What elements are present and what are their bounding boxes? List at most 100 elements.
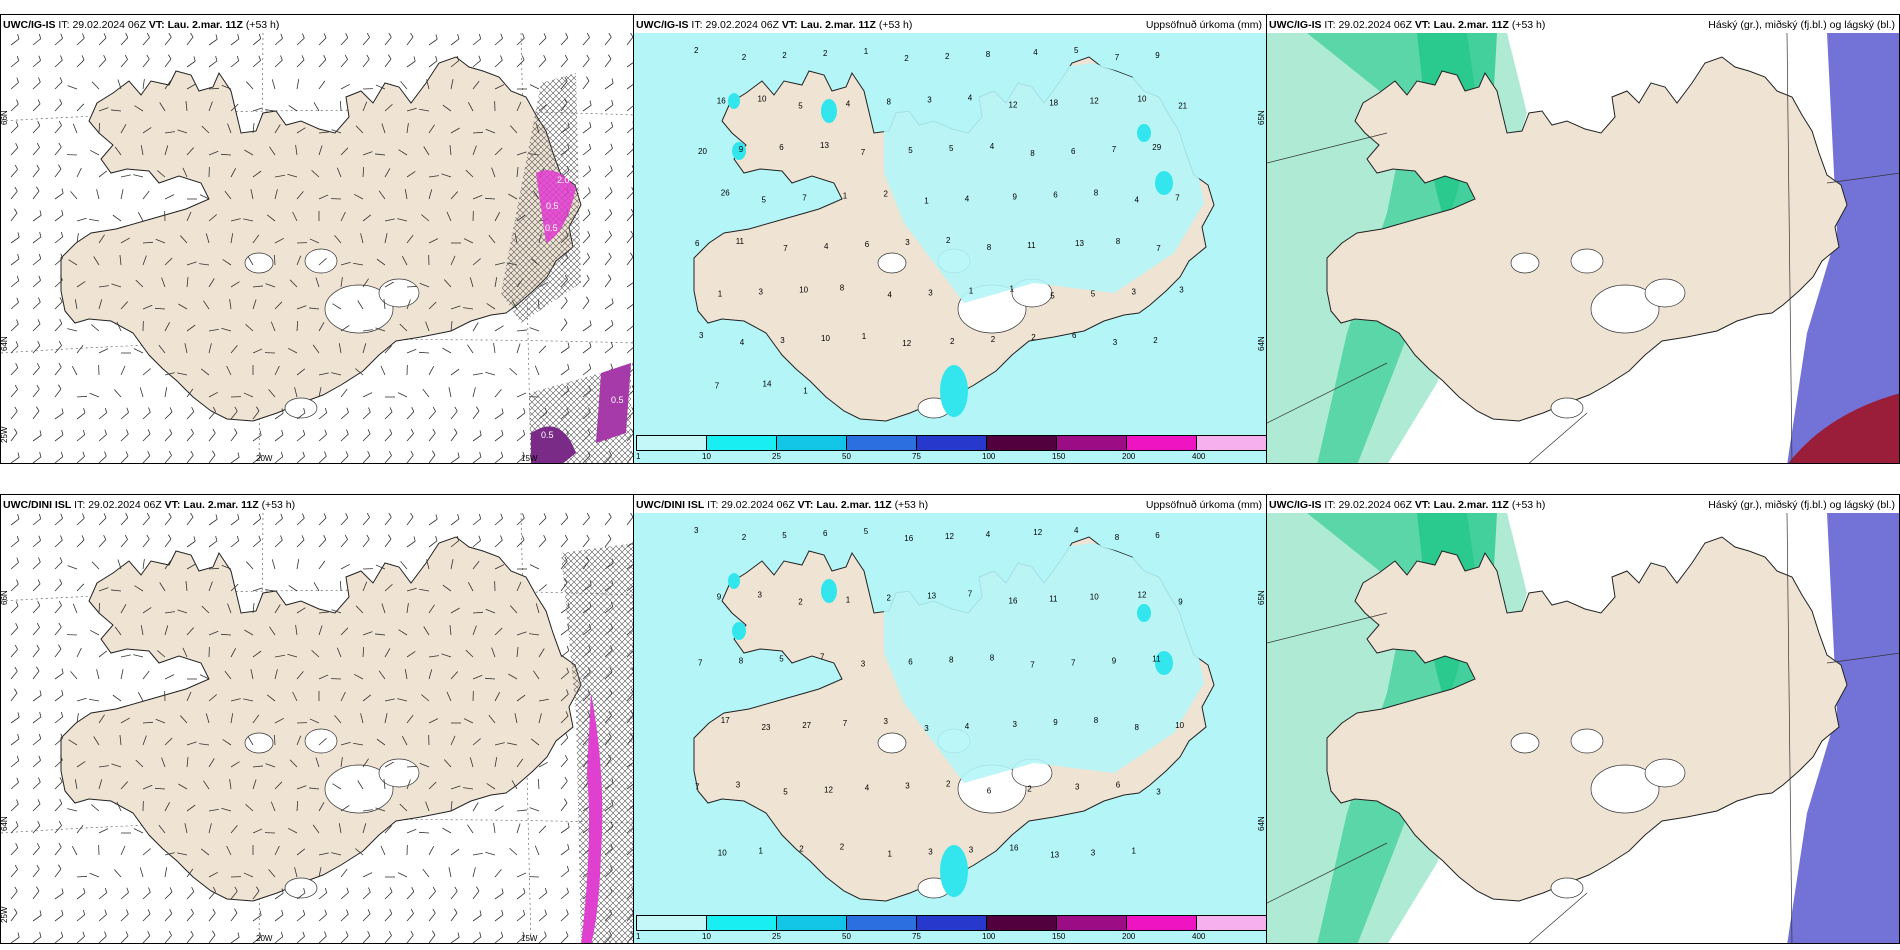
wind-barb <box>76 412 86 420</box>
wind-barb <box>355 125 364 134</box>
wind-barb <box>32 214 42 222</box>
wind-barb <box>93 736 100 746</box>
precip-value: 10 <box>758 95 767 104</box>
wind-barb <box>120 37 129 46</box>
wind-barb-feather <box>544 887 548 893</box>
wind-barb <box>32 38 42 46</box>
wind-barb <box>472 674 483 680</box>
wind-barb <box>98 455 107 463</box>
wind-barb <box>54 323 63 332</box>
wind-barb <box>384 935 392 943</box>
precip-value: 11 <box>1049 594 1058 603</box>
precip-value: 5 <box>949 144 954 153</box>
wind-barb-feather <box>388 930 392 936</box>
field-value: 0.5 <box>545 223 558 233</box>
wind-barb <box>177 609 188 614</box>
wind-barb <box>119 255 122 266</box>
precip-value: 12 <box>902 339 911 348</box>
wind-barb <box>529 327 540 332</box>
wind-barb-feather <box>345 513 349 518</box>
wind-barb-feather <box>367 451 371 456</box>
precip-value: 13 <box>820 141 829 150</box>
wind-barb <box>626 191 633 200</box>
wind-barb <box>119 735 122 746</box>
wind-barb-feather <box>522 513 525 519</box>
wind-barb <box>626 62 633 68</box>
panel-cloud-bottom: UWC/IG-IS IT: 29.02.2024 06Z VT: Lau. 2.… <box>1266 494 1900 944</box>
wind-barb <box>91 804 100 812</box>
wind-barb <box>164 58 172 68</box>
colorbar-tick: 150 <box>1052 932 1066 941</box>
wind-barb-feather <box>146 534 150 540</box>
wind-barb-feather <box>58 600 62 606</box>
wind-barb <box>384 648 391 658</box>
wind-barb <box>318 914 327 922</box>
wind-barb <box>428 718 439 724</box>
wind-barb-feather <box>147 451 151 456</box>
wind-barb <box>340 83 351 90</box>
wind-barb <box>582 257 590 266</box>
wind-barb <box>375 84 386 90</box>
wind-barb <box>67 328 78 332</box>
wind-barb-feather <box>103 33 107 39</box>
wind-barb <box>472 194 483 200</box>
wind-barb <box>494 456 504 463</box>
wind-barb <box>186 757 189 768</box>
wind-barb <box>274 654 285 658</box>
wind-barb-feather <box>522 909 526 915</box>
wind-barb <box>230 647 237 658</box>
field-value: 0.5 <box>611 395 624 405</box>
precip-value: 4 <box>1074 526 1079 535</box>
wind-barb <box>444 759 452 768</box>
wind-barb-feather <box>630 428 633 434</box>
wind-barb <box>428 38 438 46</box>
wind-barb <box>340 412 349 420</box>
wind-barb-feather <box>610 121 614 127</box>
wind-barb-feather <box>37 99 41 105</box>
wind-barb <box>485 608 496 614</box>
precip-value: 16 <box>717 97 726 106</box>
wind-barb <box>111 589 122 592</box>
wind-barb <box>221 564 232 570</box>
wind-barb-feather <box>589 342 592 348</box>
precip-value: 26 <box>721 189 730 198</box>
wind-barb <box>340 211 346 222</box>
wind-barb-feather <box>61 668 64 674</box>
wind-barb-feather <box>346 909 349 915</box>
wind-barb <box>450 368 460 376</box>
wind-barb <box>142 411 151 420</box>
wind-barb-feather <box>15 843 19 848</box>
wind-barb <box>98 828 109 834</box>
wind-barb <box>362 891 371 900</box>
wind-barb-feather <box>58 820 62 826</box>
wind-barb <box>76 875 88 878</box>
wind-barb <box>76 281 86 288</box>
wind-barb <box>252 779 257 790</box>
wind-barb <box>220 153 232 156</box>
wind-barb <box>245 324 254 332</box>
wind-barb <box>137 691 144 702</box>
wind-barb <box>71 365 78 376</box>
wind-barb <box>230 713 234 724</box>
wind-barb-feather <box>435 514 438 520</box>
wind-barb <box>32 81 41 90</box>
colorbar-tick: 10 <box>702 932 711 941</box>
wind-barb-feather <box>566 645 570 651</box>
wind-barb-feather <box>367 909 371 915</box>
wind-barb <box>313 102 320 112</box>
wind-barb <box>208 581 213 592</box>
wind-barb <box>120 412 129 420</box>
wind-barb <box>296 434 306 442</box>
colorbar-swatch <box>1126 435 1197 451</box>
lon-label: 20W <box>256 934 273 943</box>
wind-barb <box>114 869 122 878</box>
wind-barb <box>516 37 525 46</box>
wind-barb <box>604 104 614 112</box>
wind-barb <box>142 607 152 614</box>
wind-barb <box>362 809 373 812</box>
wind-barb-feather <box>435 34 438 40</box>
wind-barb-feather <box>60 275 63 281</box>
wind-barb <box>428 238 439 244</box>
wind-barb <box>604 82 614 90</box>
wind-barb-feather <box>410 33 414 38</box>
